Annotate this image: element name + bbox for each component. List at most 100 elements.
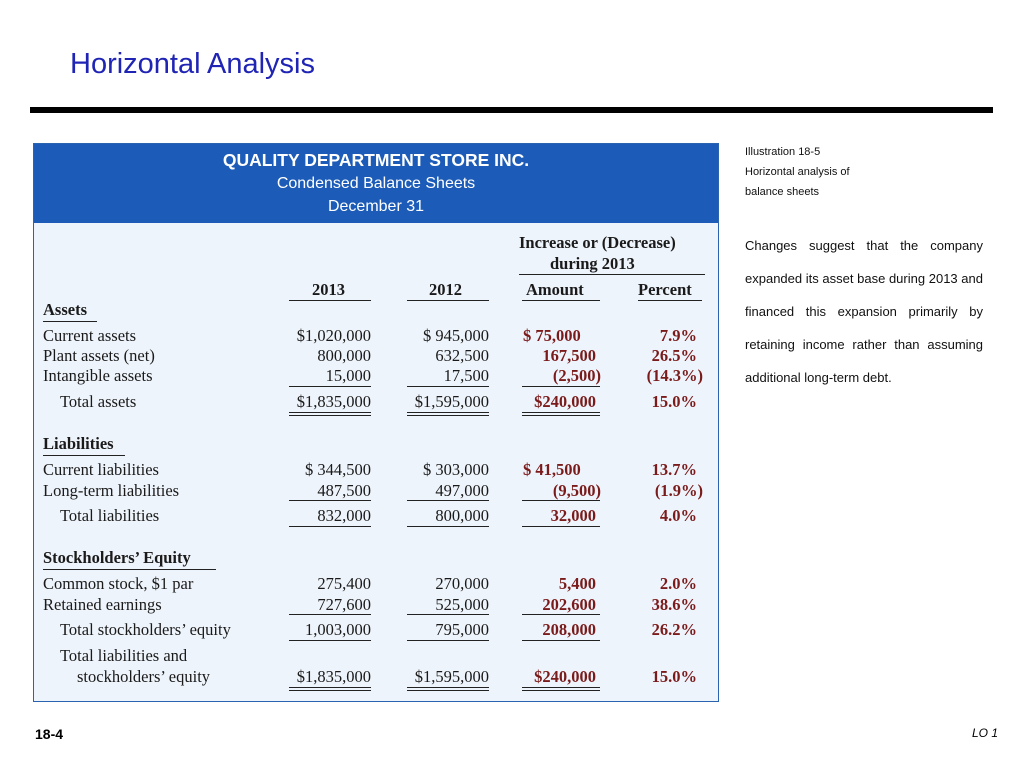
row-label: Total assets xyxy=(60,392,137,411)
rule xyxy=(522,300,600,301)
value-2013: 275,400 xyxy=(317,574,371,593)
rule xyxy=(407,526,489,527)
value-2013: 727,600 xyxy=(317,595,371,614)
rule xyxy=(522,640,600,641)
value-2012: 525,000 xyxy=(435,595,489,614)
value-2012: 497,000 xyxy=(435,481,489,500)
col-header-percent: Percent xyxy=(638,280,692,299)
change-percent: 15.0% xyxy=(651,392,697,411)
change-percent: 13.7% xyxy=(651,460,697,479)
value-2012: $1,595,000 xyxy=(414,392,489,411)
statement-name: Condensed Balance Sheets xyxy=(276,175,476,192)
change-percent: 15.0% xyxy=(651,667,697,686)
value-2013: 832,000 xyxy=(317,506,371,525)
double-rule xyxy=(522,412,600,416)
rule xyxy=(407,300,489,301)
value-2013: $1,835,000 xyxy=(296,392,371,411)
rule xyxy=(289,526,371,527)
company-name: QUALITY DEPARTMENT STORE INC. xyxy=(222,150,530,170)
section-liabilities: Liabilities xyxy=(43,434,114,453)
double-rule xyxy=(289,412,371,416)
value-2013: $1,835,000 xyxy=(296,667,371,686)
double-rule xyxy=(289,687,371,691)
row-label: Total liabilities and xyxy=(60,646,188,665)
value-2012: $ 303,000 xyxy=(423,460,489,479)
row-label-continued: stockholders’ equity xyxy=(77,667,211,686)
double-rule xyxy=(407,412,489,416)
change-amount: 167,500 xyxy=(542,346,596,365)
value-2013: 1,003,000 xyxy=(305,620,371,639)
change-amount: 5,400 xyxy=(558,574,596,593)
change-amount: (2,500) xyxy=(552,366,601,385)
title-divider xyxy=(30,107,993,113)
rule xyxy=(289,614,371,615)
row-label: Current assets xyxy=(43,326,137,345)
rule xyxy=(43,569,216,570)
change-amount: 32,000 xyxy=(550,506,596,525)
col-header-amount: Amount xyxy=(526,280,584,299)
learning-objective: LO 1 xyxy=(971,726,998,740)
rule xyxy=(407,614,489,615)
value-2012: 270,000 xyxy=(435,574,489,593)
row-label: Common stock, $1 par xyxy=(43,574,194,593)
page-number: 18-4 xyxy=(35,726,64,742)
change-amount: $240,000 xyxy=(534,667,596,686)
statement-header: QUALITY DEPARTMENT STORE INC. Condensed … xyxy=(34,144,718,223)
row-label: Total liabilities xyxy=(60,506,160,525)
value-2012: 632,500 xyxy=(435,346,489,365)
value-2012: $1,595,000 xyxy=(414,667,489,686)
value-2013: 800,000 xyxy=(317,346,371,365)
change-percent: 4.0% xyxy=(659,506,697,525)
value-2012: 795,000 xyxy=(435,620,489,639)
change-amount: $ 41,500 xyxy=(523,460,581,479)
change-percent: 7.9% xyxy=(659,326,697,345)
change-percent: (14.3%) xyxy=(646,366,703,385)
change-percent: 26.5% xyxy=(651,346,697,365)
value-2013: 15,000 xyxy=(325,366,371,385)
section-assets: Assets xyxy=(43,300,87,319)
value-2013: $1,020,000 xyxy=(296,326,371,345)
rule xyxy=(43,455,125,456)
rule xyxy=(407,386,489,387)
double-rule xyxy=(522,687,600,691)
value-2012: 17,500 xyxy=(443,366,489,385)
change-amount: 202,600 xyxy=(542,595,596,614)
rule xyxy=(289,386,371,387)
row-label: Total stockholders’ equity xyxy=(60,620,231,639)
value-2012: 800,000 xyxy=(435,506,489,525)
rule xyxy=(522,614,600,615)
rule xyxy=(522,500,600,501)
rule xyxy=(407,640,489,641)
col-header-2013: 2013 xyxy=(312,280,345,299)
change-amount: $240,000 xyxy=(534,392,596,411)
illustration-caption: Illustration 18-5 xyxy=(745,146,821,158)
rule xyxy=(43,321,97,322)
col-header-2012: 2012 xyxy=(429,280,462,299)
row-label: Current liabilities xyxy=(43,460,159,479)
group-header-rule xyxy=(519,274,705,275)
during-year-header: during 2013 xyxy=(550,254,635,273)
rule xyxy=(289,300,371,301)
double-rule xyxy=(407,687,489,691)
rule xyxy=(289,640,371,641)
change-percent: 38.6% xyxy=(651,595,697,614)
change-amount: $ 75,000 xyxy=(523,326,581,345)
rule xyxy=(407,500,489,501)
section-equity: Stockholders’ Equity xyxy=(43,548,191,567)
illustration-subtitle-2: balance sheets xyxy=(745,186,819,198)
rule xyxy=(522,386,600,387)
row-label: Retained earnings xyxy=(43,595,162,614)
change-percent: (1.9%) xyxy=(654,481,703,500)
increase-decrease-header: Increase or (Decrease) xyxy=(519,233,676,252)
commentary-text: Changes suggest that the company expande… xyxy=(745,238,983,385)
value-2013: 487,500 xyxy=(317,481,371,500)
rule xyxy=(638,300,702,301)
rule xyxy=(289,500,371,501)
change-amount: 208,000 xyxy=(542,620,596,639)
row-label: Long-term liabilities xyxy=(43,481,180,500)
value-2013: $ 344,500 xyxy=(305,460,371,479)
rule xyxy=(522,526,600,527)
row-label: Plant assets (net) xyxy=(43,346,155,365)
value-2012: $ 945,000 xyxy=(423,326,489,345)
change-percent: 26.2% xyxy=(651,620,697,639)
